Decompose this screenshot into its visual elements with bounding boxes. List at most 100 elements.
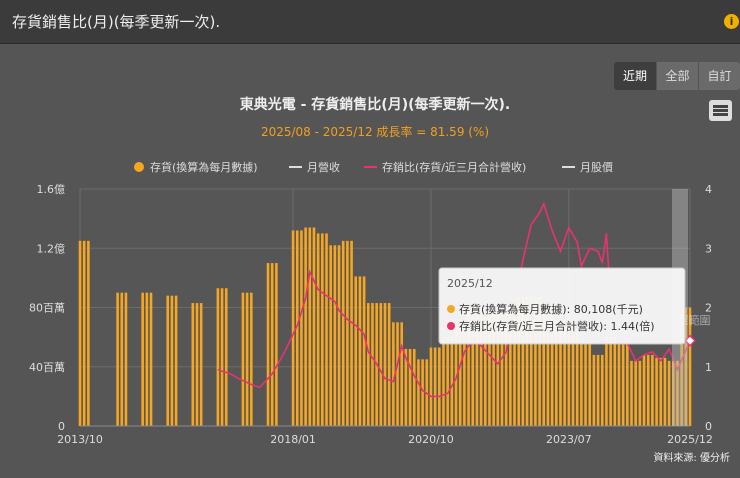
inventory-bar[interactable] <box>655 357 658 426</box>
inventory-bar[interactable] <box>78 240 82 426</box>
inventory-bar[interactable] <box>433 347 437 426</box>
inventory-bar[interactable] <box>312 227 316 426</box>
chart-menu-icon[interactable] <box>709 100 732 121</box>
inventory-bar[interactable] <box>688 307 692 427</box>
inventory-bar[interactable] <box>346 240 349 426</box>
inventory-bar[interactable] <box>329 245 332 426</box>
inventory-bar[interactable] <box>592 354 596 426</box>
inventory-bar[interactable] <box>680 307 683 427</box>
inventory-bar[interactable] <box>626 344 629 426</box>
inventory-bar[interactable] <box>375 303 378 426</box>
inventory-bar[interactable] <box>291 230 295 426</box>
legend-label-price[interactable]: 月股價 <box>580 160 613 174</box>
inventory-bar[interactable] <box>509 307 512 427</box>
inventory-bar[interactable] <box>417 359 420 426</box>
inventory-bar[interactable] <box>120 292 124 426</box>
inventory-bar[interactable] <box>596 354 600 426</box>
inventory-bar[interactable] <box>546 307 550 427</box>
legend-label-inventory[interactable]: 存貨(換算為每月數據) <box>150 160 258 174</box>
tab-custom[interactable]: 自訂 <box>698 62 740 90</box>
inventory-bar[interactable] <box>266 263 270 426</box>
inventory-bar[interactable] <box>471 307 475 427</box>
inventory-bar[interactable] <box>521 297 525 426</box>
inventory-bar[interactable] <box>275 263 278 426</box>
inventory-bar[interactable] <box>475 307 479 427</box>
inventory-bar[interactable] <box>396 322 399 426</box>
inventory-bar[interactable] <box>638 360 642 426</box>
inventory-bar[interactable] <box>170 295 174 426</box>
inventory-bar[interactable] <box>496 307 500 427</box>
ratio-series-line[interactable] <box>217 201 691 398</box>
inventory-bar[interactable] <box>479 307 483 427</box>
inventory-bar[interactable] <box>87 240 90 426</box>
inventory-bar[interactable] <box>651 354 654 426</box>
inventory-bar[interactable] <box>220 288 224 426</box>
inventory-bar[interactable] <box>438 347 441 426</box>
legend-label-revenue[interactable]: 月營收 <box>307 160 340 174</box>
inventory-bar[interactable] <box>500 307 504 427</box>
inventory-bar[interactable] <box>362 276 366 426</box>
inventory-bar[interactable] <box>166 295 170 426</box>
inventory-bar[interactable] <box>446 337 449 426</box>
inventory-bar[interactable] <box>392 322 395 426</box>
inventory-bar[interactable] <box>609 337 612 426</box>
inventory-bar[interactable] <box>124 292 128 426</box>
inventory-bar[interactable] <box>667 360 671 426</box>
inventory-bar[interactable] <box>341 240 345 426</box>
inventory-bar[interactable] <box>458 328 462 426</box>
inventory-bar[interactable] <box>454 328 458 426</box>
inventory-bar[interactable] <box>412 348 416 426</box>
inventory-bar[interactable] <box>408 348 412 426</box>
inventory-bar[interactable] <box>580 341 583 426</box>
inventory-bar[interactable] <box>676 360 679 426</box>
inventory-bar[interactable] <box>613 337 617 426</box>
inventory-bar[interactable] <box>366 303 370 426</box>
inventory-bar[interactable] <box>241 292 245 426</box>
inventory-bar[interactable] <box>588 341 592 426</box>
inventory-bar[interactable] <box>116 292 119 426</box>
inventory-bar[interactable] <box>300 230 303 426</box>
inventory-bar[interactable] <box>525 297 529 426</box>
inventory-bar[interactable] <box>467 307 470 427</box>
inventory-bar[interactable] <box>659 357 663 426</box>
inventory-bar[interactable] <box>634 360 637 426</box>
inventory-bar[interactable] <box>316 233 320 426</box>
inventory-bar[interactable] <box>325 233 328 426</box>
inventory-bar[interactable] <box>538 297 541 426</box>
inventory-bar[interactable] <box>199 303 203 426</box>
inventory-bar[interactable] <box>216 288 220 426</box>
inventory-bar[interactable] <box>141 292 144 426</box>
tab-all[interactable]: 全部 <box>656 62 698 90</box>
inventory-bar[interactable] <box>321 233 324 426</box>
inventory-bar[interactable] <box>504 307 508 427</box>
inventory-bar[interactable] <box>559 319 562 426</box>
inventory-bar[interactable] <box>605 337 608 426</box>
inventory-bar[interactable] <box>337 245 341 426</box>
inventory-bar[interactable] <box>600 354 604 426</box>
inventory-bar[interactable] <box>308 227 312 426</box>
inventory-bar[interactable] <box>400 322 404 426</box>
inventory-bar[interactable] <box>333 245 337 426</box>
inventory-bar[interactable] <box>174 295 178 426</box>
inventory-bar[interactable] <box>617 344 621 426</box>
inventory-bar[interactable] <box>529 297 533 426</box>
inventory-bar[interactable] <box>571 329 575 426</box>
inventory-bar[interactable] <box>630 360 633 426</box>
inventory-bar[interactable] <box>684 307 688 427</box>
inventory-bar[interactable] <box>671 360 675 426</box>
inventory-bar[interactable] <box>517 297 520 426</box>
inventory-bar[interactable] <box>421 359 424 426</box>
inventory-bar[interactable] <box>563 319 566 426</box>
inventory-bar[interactable] <box>358 276 362 426</box>
inventory-bar[interactable] <box>492 307 495 427</box>
inventory-bar[interactable] <box>250 292 253 426</box>
range-selector-band[interactable] <box>672 189 688 426</box>
inventory-bar[interactable] <box>642 354 646 426</box>
inventory-bar[interactable] <box>488 307 491 427</box>
inventory-bar[interactable] <box>646 354 650 426</box>
inventory-bar[interactable] <box>513 307 516 427</box>
inventory-bar[interactable] <box>350 240 353 426</box>
inventory-bar[interactable] <box>429 347 433 426</box>
inventory-bar[interactable] <box>404 348 408 426</box>
inventory-bar[interactable] <box>483 307 487 427</box>
